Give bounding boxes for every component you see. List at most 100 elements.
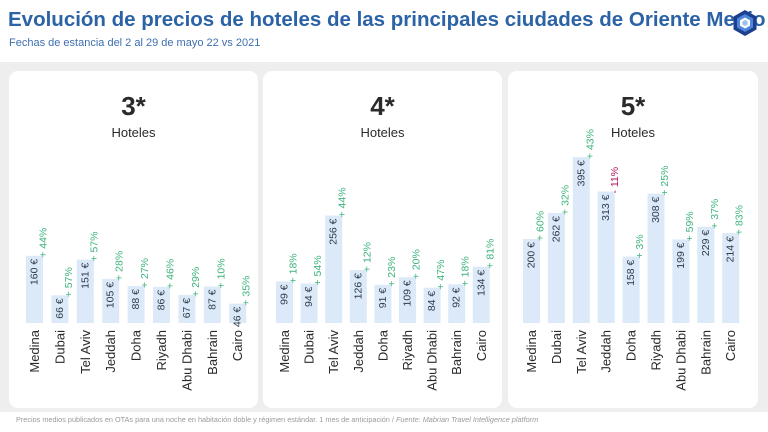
bar bbox=[472, 266, 490, 323]
bar-value-label: 200 € bbox=[526, 242, 538, 268]
bar-value-label: 395 € bbox=[575, 160, 587, 186]
bar bbox=[325, 215, 343, 323]
change-label: + 60% bbox=[535, 211, 547, 241]
change-label: + 59% bbox=[684, 211, 696, 241]
bar-value-label: 91 € bbox=[377, 288, 389, 309]
bar bbox=[276, 281, 293, 323]
change-label: + 3% bbox=[634, 234, 646, 258]
bar bbox=[102, 278, 120, 323]
category-label: Bahrain bbox=[449, 330, 464, 375]
change-label: + 54% bbox=[312, 255, 324, 285]
chart-5-star: 5* Hoteles 200 €+ 60% Medina 262 €+ 32% Dubai… bbox=[523, 91, 746, 391]
bar bbox=[722, 233, 740, 323]
change-label: + 27% bbox=[139, 258, 151, 288]
bar bbox=[153, 286, 170, 323]
change-label: + 37% bbox=[709, 199, 721, 229]
category-label: Doha bbox=[129, 329, 144, 361]
chart-panel-3-star: 3* Hoteles 160 € + 44% Medina 66 € + 57% Dubai 1… bbox=[9, 71, 258, 408]
category-label: Dubai bbox=[52, 330, 67, 364]
footnote: Precios medios publicados en OTAs para u… bbox=[16, 415, 538, 424]
bar-value-label: 84 € bbox=[426, 291, 438, 312]
change-label: + 83% bbox=[734, 205, 746, 235]
bar bbox=[178, 294, 196, 323]
category-label: Cairo bbox=[723, 330, 738, 361]
category-label: Abu Dhabi bbox=[179, 330, 194, 391]
category-label: Cairo bbox=[474, 330, 489, 361]
bar bbox=[672, 239, 690, 323]
chart-title: 4* bbox=[370, 91, 395, 121]
category-label: Doha bbox=[624, 329, 639, 361]
chart-subtitle: Hoteles bbox=[611, 125, 656, 140]
change-label: + 20% bbox=[411, 249, 423, 279]
bar-value-label: 46 € bbox=[232, 307, 244, 328]
chart-subtitle: Hoteles bbox=[360, 125, 405, 140]
bar-value-label: 151 € bbox=[79, 262, 91, 288]
category-label: Tel Aviv bbox=[78, 330, 93, 374]
change-label: + 18% bbox=[460, 256, 472, 286]
change-label: + 25% bbox=[659, 166, 671, 196]
change-label: + 46% bbox=[165, 259, 177, 289]
bar bbox=[349, 270, 367, 323]
change-label: + 10% bbox=[215, 258, 227, 288]
bar-value-label: 66 € bbox=[54, 298, 66, 319]
category-label: Riyadh bbox=[154, 330, 169, 370]
category-label: Riyadh bbox=[400, 330, 415, 370]
bar-value-label: 229 € bbox=[700, 230, 712, 256]
bar-value-label: 256 € bbox=[328, 218, 340, 244]
bar-value-label: 126 € bbox=[352, 273, 364, 299]
bar-value-label: 109 € bbox=[402, 280, 414, 306]
bar bbox=[697, 226, 715, 323]
bar bbox=[622, 256, 640, 323]
bar-value-label: 94 € bbox=[303, 286, 315, 307]
change-label: + 32% bbox=[559, 185, 571, 215]
bar-value-label: 262 € bbox=[550, 216, 562, 242]
change-label: + 12% bbox=[361, 242, 373, 272]
bar-value-label: 313 € bbox=[600, 194, 612, 220]
bar bbox=[51, 295, 69, 323]
category-label: Riyadh bbox=[649, 330, 664, 370]
bar-value-label: 87 € bbox=[206, 289, 218, 310]
change-label: + 81% bbox=[484, 239, 496, 269]
chart-subtitle: Hoteles bbox=[111, 125, 156, 140]
bar-value-label: 105 € bbox=[105, 282, 117, 308]
hexagon-logo-icon bbox=[733, 10, 757, 36]
bar-value-label: 67 € bbox=[181, 298, 193, 319]
change-label: + 44% bbox=[337, 187, 349, 217]
bar bbox=[423, 287, 441, 323]
bar-value-label: 214 € bbox=[725, 236, 737, 262]
bar-value-label: 134 € bbox=[475, 270, 487, 296]
category-label: Jeddah bbox=[599, 330, 614, 373]
bar bbox=[203, 286, 221, 323]
page-title: Evolución de precios de hoteles de las p… bbox=[8, 8, 766, 31]
category-label: Jeddah bbox=[103, 330, 118, 373]
bar bbox=[374, 284, 392, 323]
change-label: + 44% bbox=[38, 228, 50, 258]
bar bbox=[229, 303, 247, 323]
bar bbox=[399, 277, 416, 323]
change-label: + 29% bbox=[190, 267, 202, 297]
category-label: Doha bbox=[375, 329, 390, 361]
chart-panel-5-star: 5* Hoteles 200 € + 60% Medina 262 € + 32% Dubai… bbox=[508, 71, 758, 408]
bar bbox=[127, 286, 145, 323]
bar-value-label: 308 € bbox=[650, 196, 662, 222]
chart-title: 5* bbox=[621, 91, 646, 121]
bar-value-label: 88 € bbox=[130, 289, 142, 310]
change-label: + 28% bbox=[114, 251, 126, 281]
category-label: Tel Aviv bbox=[326, 330, 341, 374]
chart-title: 3* bbox=[121, 91, 146, 121]
page-subtitle: Fechas de estancia del 2 al 29 de mayo 2… bbox=[9, 37, 261, 49]
bar-value-label: 199 € bbox=[675, 242, 687, 268]
change-label: + 57% bbox=[63, 267, 75, 297]
chart-panel-4-star: 4* Hoteles 99 € + 18% Medina 94 € + 54% Dubai 25… bbox=[263, 71, 502, 408]
change-label: + 57% bbox=[88, 232, 100, 262]
change-label: + 43% bbox=[584, 129, 596, 159]
category-label: Tel Aviv bbox=[574, 330, 589, 374]
category-label: Abu Dhabi bbox=[425, 330, 440, 391]
bar bbox=[448, 284, 466, 323]
category-label: Medina bbox=[277, 329, 292, 372]
bar bbox=[26, 255, 43, 323]
bar bbox=[547, 212, 565, 323]
category-label: Cairo bbox=[230, 330, 245, 361]
bar bbox=[647, 193, 665, 323]
